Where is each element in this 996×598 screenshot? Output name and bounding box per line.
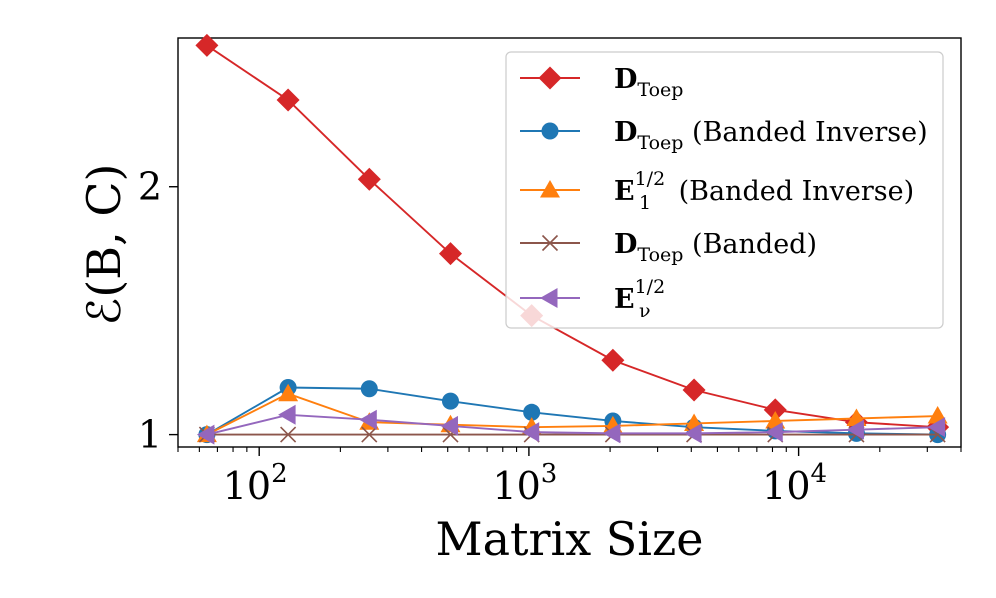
legend-item: DToep (Banded): [520, 229, 817, 266]
data-point: [521, 422, 540, 443]
data-point: [601, 348, 625, 372]
x-tick-base: 10: [223, 464, 271, 508]
plot-area: [177, 37, 962, 448]
data-point: [360, 380, 378, 398]
legend-swatch-marker: [541, 234, 559, 252]
legend-label-subscript: 1: [639, 192, 651, 214]
legend-swatch-marker: [540, 180, 560, 198]
legend-item: E1/2 ν: [520, 276, 665, 322]
legend-label-subscript: Toep: [637, 79, 683, 101]
data-point: [927, 417, 946, 438]
legend-label-symbol: D: [614, 64, 637, 95]
legend-label-symbol: E: [614, 284, 635, 315]
series-line: [206, 386, 938, 436]
y-tick-label: 1: [138, 413, 162, 457]
legend-item: DToep (Banded Inverse): [520, 117, 928, 154]
x-axis: 102 103 104: [177, 447, 962, 508]
legend-label-subscript: ν: [639, 300, 651, 322]
legend-label: DToep (Banded): [614, 229, 817, 266]
legend-label: DToep: [614, 64, 683, 101]
series-line: [206, 413, 938, 436]
legend-label: DToep (Banded Inverse): [614, 117, 928, 154]
legend-label-suffix: (Banded Inverse): [683, 117, 927, 148]
data-point: [196, 424, 215, 445]
x-tick-exponent: 2: [271, 459, 288, 489]
legend-label-superscript: 1/2: [635, 276, 666, 298]
legend-label-subscript: Toep: [637, 244, 683, 266]
legend-label: E1/2 ν: [614, 276, 665, 322]
data-point: [280, 426, 297, 443]
series-line: [206, 44, 938, 429]
legend-label-suffix: (Banded Inverse): [670, 176, 914, 207]
data-point: [361, 426, 378, 443]
legend-swatch-marker: [541, 122, 559, 140]
legend-item: E1/2 1 (Banded Inverse): [520, 168, 914, 214]
axes-frame: [177, 37, 962, 448]
x-tick-base: 10: [762, 464, 810, 508]
data-point: [763, 398, 787, 422]
series-4: [196, 404, 946, 445]
legend-box: [505, 51, 944, 329]
data-point: [765, 422, 783, 443]
x-tick-label: 103: [492, 459, 557, 508]
legend-swatch-marker: [540, 288, 558, 308]
legend-label-symbol: D: [614, 229, 637, 260]
data-point: [276, 88, 300, 112]
legend-item: DToep: [520, 64, 683, 101]
series-line: [206, 392, 938, 436]
data-point: [195, 33, 219, 57]
data-point: [523, 403, 541, 421]
x-tick-exponent: 4: [811, 459, 828, 489]
legend-label-suffix: (Banded): [683, 229, 817, 260]
series-3: [198, 426, 946, 443]
x-axis-title: Matrix Size: [436, 512, 704, 566]
legend-label: E1/2 1 (Banded Inverse): [614, 168, 914, 214]
x-tick-exponent: 3: [541, 459, 558, 489]
legend-label-symbol: E: [614, 176, 635, 207]
x-tick-label: 102: [223, 459, 288, 508]
data-point: [846, 419, 864, 440]
legend-label-subscript: Toep: [637, 132, 683, 154]
data-point: [441, 392, 459, 410]
data-point: [359, 409, 377, 430]
data-point: [278, 404, 296, 425]
x-tick-label: 104: [762, 459, 827, 508]
legend-label-symbol: D: [614, 117, 637, 148]
data-point: [602, 423, 621, 444]
y-tick-label: 2: [138, 165, 162, 209]
y-axis-title: ℰ(B, C): [77, 164, 131, 326]
data-point: [440, 415, 458, 436]
data-point: [682, 378, 706, 402]
data-point: [438, 242, 462, 266]
y-axis: 12: [138, 165, 178, 457]
legend-swatch-marker: [538, 66, 562, 90]
series-layer: [195, 33, 950, 445]
data-point: [357, 167, 381, 191]
data-point: [278, 383, 299, 402]
legend-label-superscript: 1/2: [635, 168, 666, 190]
data-point: [684, 423, 702, 444]
x-tick-base: 10: [492, 464, 540, 508]
